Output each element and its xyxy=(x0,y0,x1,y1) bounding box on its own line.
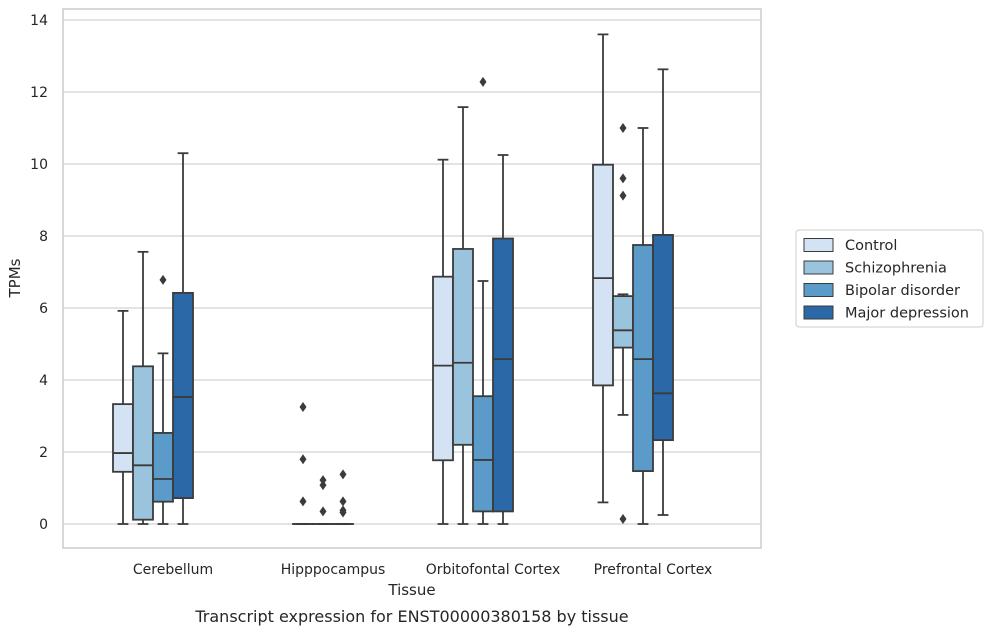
y-tick-label: 8 xyxy=(39,229,48,245)
y-tick-label: 4 xyxy=(39,373,48,389)
box-control xyxy=(592,33,614,504)
outlier-point xyxy=(319,480,327,491)
outlier-point xyxy=(339,469,347,480)
outlier-point xyxy=(619,173,627,184)
outlier-point xyxy=(619,190,627,201)
outlier-point xyxy=(619,513,627,524)
legend-label: Major depression xyxy=(845,306,969,322)
box-iqr xyxy=(452,248,474,446)
y-tick-label: 12 xyxy=(30,85,48,101)
y-axis-title: TPMs xyxy=(6,258,24,298)
box-major-depression xyxy=(652,68,674,516)
box-iqr xyxy=(132,365,154,521)
outlier-point xyxy=(159,274,167,285)
y-tick-labels: 0 2 4 6 8 10 12 14 xyxy=(30,13,48,533)
box-iqr xyxy=(472,395,494,513)
box-major-depression xyxy=(332,469,354,525)
y-tick-label: 6 xyxy=(39,301,48,317)
legend-label: Schizophrenia xyxy=(845,261,947,277)
outlier-point xyxy=(319,506,327,517)
legend-swatch xyxy=(803,305,834,320)
x-tick-label: Cerebellum xyxy=(133,562,213,578)
box-iqr xyxy=(592,163,614,387)
box-control xyxy=(112,309,134,525)
y-tick-label: 2 xyxy=(39,445,48,461)
x-axis-title: Tissue xyxy=(387,581,435,599)
x-tick-label: Hipppocampus xyxy=(281,562,386,578)
box-major-depression xyxy=(172,152,194,525)
box-iqr xyxy=(152,432,174,503)
box-iqr xyxy=(612,295,634,349)
y-tick-label: 0 xyxy=(39,517,48,533)
x-tick-labels: Cerebellum Hipppocampus Orbitofontal Corte… xyxy=(133,562,712,578)
y-tick-label: 14 xyxy=(30,13,48,29)
box-iqr xyxy=(632,244,654,472)
legend-frame xyxy=(795,229,984,328)
outlier-point xyxy=(479,76,487,87)
outlier-point xyxy=(619,123,627,133)
y-tick-label: 10 xyxy=(30,157,48,173)
legend: Control Schizophrenia Bipolar disorder Majo… xyxy=(795,229,984,328)
box-iqr xyxy=(652,234,674,442)
box-iqr xyxy=(432,275,454,462)
box-major-depression xyxy=(492,154,514,525)
box-bipolar-disorder xyxy=(312,475,334,525)
outlier-point xyxy=(299,402,307,412)
chart-caption: Transcript expression for ENST0000038015… xyxy=(194,607,628,626)
box-schizophrenia xyxy=(452,106,474,525)
x-tick-label: Prefrontal Cortex xyxy=(594,562,713,578)
box-schizophrenia xyxy=(132,250,154,525)
box-iqr xyxy=(172,291,194,499)
legend-swatch xyxy=(803,260,834,275)
x-tick-label: Orbitofontal Cortex xyxy=(426,562,561,578)
outlier-point xyxy=(339,496,347,507)
outlier-point xyxy=(299,496,307,507)
box-iqr xyxy=(492,237,514,513)
box-schizophrenia xyxy=(292,402,314,525)
outlier-point xyxy=(299,454,307,465)
box-iqr xyxy=(112,403,134,473)
outlier-point xyxy=(339,505,347,516)
box-bipolar-disorder xyxy=(152,274,174,525)
box-series xyxy=(112,33,674,525)
legend-swatch xyxy=(803,238,834,252)
legend-label: Control xyxy=(845,238,897,254)
outlier-point xyxy=(319,475,327,486)
legend-label: Bipolar disorder xyxy=(845,283,960,299)
box-bipolar-disorder xyxy=(632,127,654,525)
legend-swatch xyxy=(803,283,834,297)
